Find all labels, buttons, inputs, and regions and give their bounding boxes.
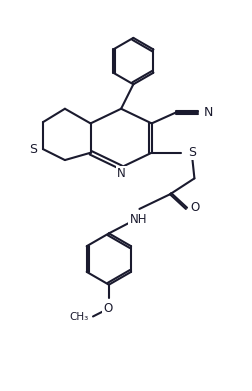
- Text: O: O: [190, 201, 200, 214]
- Text: S: S: [188, 146, 196, 159]
- Text: O: O: [103, 302, 112, 315]
- Text: N: N: [203, 106, 213, 119]
- Text: N: N: [117, 167, 125, 180]
- Text: CH₃: CH₃: [70, 312, 89, 322]
- Text: S: S: [29, 143, 37, 156]
- Text: NH: NH: [130, 213, 147, 226]
